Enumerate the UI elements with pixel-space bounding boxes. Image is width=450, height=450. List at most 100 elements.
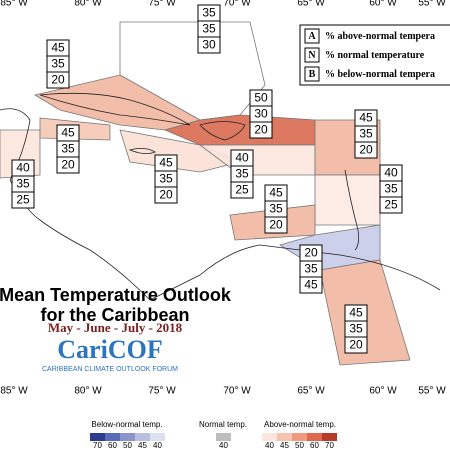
region-normal: 35 bbox=[269, 202, 283, 216]
region-normal: 35 bbox=[235, 167, 249, 181]
longitude-label: 65° W bbox=[297, 386, 325, 397]
region-below: 25 bbox=[235, 183, 249, 197]
colorbar-label: 40 bbox=[219, 441, 228, 450]
region-box-cell bbox=[11, 191, 35, 209]
region-normal: 35 bbox=[202, 22, 216, 36]
colorbar-swatch bbox=[262, 433, 277, 441]
longitude-label: 70° W bbox=[223, 386, 251, 397]
region-below: 25 bbox=[16, 193, 30, 207]
colorbar-swatch bbox=[216, 433, 231, 441]
legend-key-box bbox=[304, 28, 320, 44]
longitude-label: 70° W bbox=[223, 0, 251, 9]
region-box-cell bbox=[249, 121, 273, 139]
colorbar-label: 60 bbox=[310, 441, 319, 450]
region-below: 25 bbox=[384, 198, 398, 212]
region-below: 20 bbox=[359, 143, 373, 157]
colorbar-swatch bbox=[135, 433, 150, 441]
region-box-cell bbox=[354, 141, 378, 159]
region-below: 20 bbox=[254, 123, 268, 137]
jamaica bbox=[128, 148, 156, 154]
region-normal: 35 bbox=[61, 142, 75, 156]
colorbar-label: 40 bbox=[265, 441, 274, 450]
longitude-label: 80° W bbox=[74, 386, 102, 397]
region-box-cell bbox=[197, 36, 221, 54]
colorbar-swatch bbox=[322, 433, 337, 441]
region-below: 30 bbox=[202, 38, 216, 52]
lesser-antilles bbox=[344, 169, 359, 251]
colorbar-label: 45 bbox=[138, 441, 147, 450]
region-above: 45 bbox=[359, 111, 373, 125]
colorbar-swatch bbox=[150, 433, 165, 441]
colorbar-label: 50 bbox=[123, 441, 132, 450]
region-above: 40 bbox=[384, 166, 398, 180]
legend-key: N bbox=[308, 50, 316, 61]
colorbar-label: 40 bbox=[153, 441, 162, 450]
hispaniola bbox=[199, 121, 246, 141]
colorbar-swatch bbox=[292, 433, 307, 441]
legend-key: A bbox=[308, 31, 316, 42]
legend-box bbox=[299, 24, 450, 86]
colorbar-swatch bbox=[120, 433, 135, 441]
longitude-label: 85° W bbox=[0, 386, 28, 397]
region-below: 20 bbox=[51, 73, 65, 87]
colorbar-swatch bbox=[307, 433, 322, 441]
region-box-cell bbox=[46, 71, 70, 89]
colorbar-title: Below-normal temp. bbox=[91, 420, 162, 429]
legend-text: % normal temperature bbox=[325, 50, 425, 61]
longitude-label: 60° W bbox=[369, 386, 397, 397]
region-above: 40 bbox=[235, 151, 249, 165]
region-above: 35 bbox=[202, 6, 216, 20]
colorbar-label: 70 bbox=[325, 441, 334, 450]
longitude-label: 80° W bbox=[74, 0, 102, 9]
region-above: 45 bbox=[349, 306, 363, 320]
region-box-cell bbox=[344, 336, 368, 354]
region-box-cell bbox=[154, 186, 178, 204]
region-below: 20 bbox=[61, 158, 75, 172]
longitude-label: 55° W bbox=[418, 386, 446, 397]
region-below: 45 bbox=[304, 278, 318, 292]
region-normal: 35 bbox=[359, 127, 373, 141]
legend-text: % below-normal tempera bbox=[325, 69, 435, 80]
region-box-cell bbox=[56, 156, 80, 174]
region-above: 45 bbox=[269, 186, 283, 200]
region-above: 45 bbox=[159, 156, 173, 170]
legend-key-box bbox=[304, 66, 320, 82]
region-below: 20 bbox=[269, 218, 283, 232]
colorbar-swatch bbox=[277, 433, 292, 441]
region-normal: 30 bbox=[254, 107, 268, 121]
region-box-cell bbox=[379, 196, 403, 214]
region-normal: 35 bbox=[349, 322, 363, 336]
colorbar-label: 50 bbox=[295, 441, 304, 450]
region bbox=[119, 129, 242, 173]
colorbar-title: Above-normal temp. bbox=[264, 420, 336, 429]
title: for the Caribbean bbox=[40, 305, 189, 325]
region-above: 50 bbox=[254, 91, 268, 105]
period: May - June - July - 2018 bbox=[48, 320, 183, 335]
longitude-label: 60° W bbox=[369, 0, 397, 9]
logo-subtitle: CARIBBEAN CLIMATE OUTLOOK FORUM bbox=[42, 366, 178, 373]
region-above: 20 bbox=[304, 246, 318, 260]
title: Mean Temperature Outlook bbox=[0, 285, 232, 305]
colorbar-label: 70 bbox=[93, 441, 102, 450]
region-normal: 35 bbox=[51, 57, 65, 71]
legend-key-box bbox=[304, 47, 320, 63]
region-below: 20 bbox=[349, 338, 363, 352]
cuba bbox=[39, 92, 191, 126]
region-box-cell bbox=[299, 276, 323, 294]
region-above: 40 bbox=[16, 161, 30, 175]
region-normal: 35 bbox=[304, 262, 318, 276]
region-box-cell bbox=[230, 181, 254, 199]
region-normal: 35 bbox=[159, 172, 173, 186]
region-normal: 35 bbox=[16, 177, 30, 191]
logo: CariCOF bbox=[57, 335, 162, 364]
region-above: 45 bbox=[51, 41, 65, 55]
colorbar-title: Normal temp. bbox=[199, 420, 247, 429]
longitude-label: 85° W bbox=[0, 0, 28, 9]
longitude-label: 55° W bbox=[418, 0, 446, 9]
region-below: 20 bbox=[159, 188, 173, 202]
colorbar-swatch bbox=[105, 433, 120, 441]
region-normal: 35 bbox=[384, 182, 398, 196]
